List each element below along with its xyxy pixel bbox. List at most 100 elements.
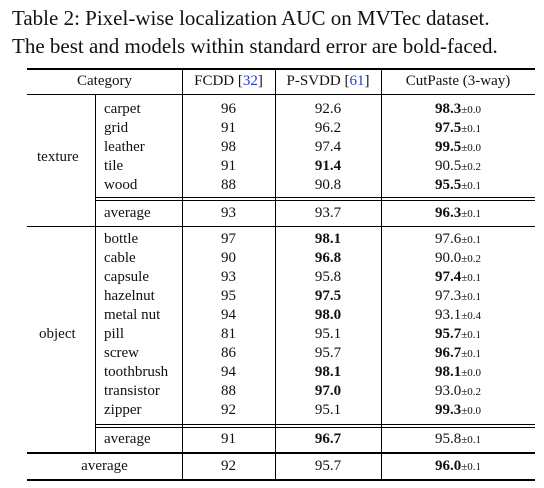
cutpaste-value: 98.3 [434, 101, 462, 117]
cutpaste-cell: 90.0±0.2 [381, 249, 535, 269]
psvdd-cell: 98.1 [314, 364, 342, 380]
cutpaste-value: 95.8 [434, 431, 462, 447]
caption-line-1: Table 2: Pixel-wise localization AUC on … [12, 6, 490, 30]
cutpaste-cell: 93.0±0.2 [381, 382, 535, 402]
standard-error: ±0.0 [461, 104, 482, 116]
row-name: wood [104, 177, 138, 193]
row-name: average [104, 431, 151, 447]
standard-error: ±0.1 [461, 272, 482, 284]
object-items-rule [95, 424, 535, 425]
row-name: hazelnut [104, 288, 155, 304]
header-rule [27, 94, 535, 95]
cutpaste-value: 95.7 [434, 326, 462, 342]
category-header: Category [77, 73, 132, 89]
caption-line-2: The best and models within standard erro… [12, 34, 498, 58]
row-name: pill [104, 326, 125, 342]
row-name: leather [104, 139, 145, 155]
cutpaste-cell: 95.7±0.1 [381, 325, 535, 345]
object-group-rule [27, 452, 535, 454]
psvdd-cell: 92.6 [314, 101, 342, 117]
row-name: transistor [104, 383, 160, 399]
cutpaste-value: 97.5 [434, 120, 462, 136]
psvdd-cell: 97.0 [314, 383, 342, 399]
category-separator [95, 227, 96, 452]
fcdd-cell: 95 [221, 288, 236, 304]
fcdd-cell: 93 [221, 205, 236, 221]
standard-error: ±0.2 [461, 253, 482, 265]
object-average-top-rule [95, 427, 535, 428]
psvdd-cell: 95.1 [314, 402, 342, 418]
cutpaste-cell: 96.3±0.1 [381, 204, 535, 224]
fcdd-cell: 92 [221, 458, 236, 474]
row-name: grid [104, 120, 129, 136]
psvdd-citation-link[interactable]: 61 [349, 73, 365, 89]
cutpaste-header: CutPaste (3-way) [405, 73, 511, 89]
cutpaste-cell: 99.5±0.0 [381, 138, 535, 158]
column-separator [182, 68, 183, 479]
fcdd-cell: 88 [221, 383, 236, 399]
fcdd-cell: 91 [221, 158, 236, 174]
cutpaste-cell: 96.0±0.1 [381, 457, 535, 477]
cutpaste-value: 96.7 [434, 345, 462, 361]
fcdd-cell: 96 [221, 101, 236, 117]
row-name: tile [104, 158, 124, 174]
cutpaste-value: 99.3 [434, 402, 462, 418]
cutpaste-value: 99.5 [434, 139, 462, 155]
psvdd-cell: 95.1 [314, 326, 342, 342]
psvdd-cell: 95.7 [314, 458, 342, 474]
fcdd-cell: 92 [221, 402, 236, 418]
fcdd-cell: 91 [221, 120, 236, 136]
standard-error: ±0.1 [461, 434, 482, 446]
cutpaste-value: 96.3 [434, 205, 462, 221]
standard-error: ±0.1 [461, 180, 482, 192]
fcdd-cell: 97 [221, 231, 236, 247]
cutpaste-value: 97.6 [434, 231, 462, 247]
standard-error: ±0.1 [461, 123, 482, 135]
fcdd-cell: 98 [221, 139, 236, 155]
psvdd-cell: 96.8 [314, 250, 342, 266]
standard-error: ±0.4 [461, 310, 482, 322]
cutpaste-cell: 97.5±0.1 [381, 119, 535, 139]
standard-error: ±0.1 [461, 234, 482, 246]
cutpaste-value: 97.3 [434, 288, 462, 304]
fcdd-citation-link[interactable]: 32 [242, 73, 258, 89]
psvdd-cell: 96.7 [314, 431, 342, 447]
standard-error: ±0.0 [461, 367, 482, 379]
bottom-rule [27, 479, 535, 481]
standard-error: ±0.0 [461, 405, 482, 417]
psvdd-cell: 98.1 [314, 231, 342, 247]
psvdd-cell: 97.4 [314, 139, 342, 155]
cutpaste-cell: 97.4±0.1 [381, 268, 535, 288]
column-separator [275, 68, 276, 479]
psvdd-cell: 96.2 [314, 120, 342, 136]
cutpaste-cell: 96.7±0.1 [381, 344, 535, 364]
fcdd-cell: 86 [221, 345, 236, 361]
cutpaste-value: 97.4 [434, 269, 462, 285]
row-name: average [104, 205, 151, 221]
row-name: cable [104, 250, 136, 266]
cutpaste-cell: 97.6±0.1 [381, 230, 535, 250]
table-caption: Table 2: Pixel-wise localization AUC on … [12, 4, 540, 60]
category-separator [95, 94, 96, 226]
cutpaste-value: 90.0 [434, 250, 462, 266]
fcdd-cell: 94 [221, 364, 236, 380]
fcdd-header: FCDD [32] [194, 73, 263, 89]
cutpaste-cell: 99.3±0.0 [381, 401, 535, 421]
top-rule [27, 68, 535, 70]
fcdd-cell: 81 [221, 326, 236, 342]
fcdd-cell: 91 [221, 431, 236, 447]
cutpaste-cell: 98.3±0.0 [381, 100, 535, 120]
cutpaste-value: 95.5 [434, 177, 462, 193]
fcdd-cell: 94 [221, 307, 236, 323]
psvdd-cell: 95.8 [314, 269, 342, 285]
fcdd-header-label: FCDD [194, 73, 235, 89]
row-name: capsule [104, 269, 149, 285]
cutpaste-value: 93.0 [434, 383, 462, 399]
psvdd-header-label: P-SVDD [286, 73, 341, 89]
cutpaste-value: 96.0 [434, 458, 462, 474]
cutpaste-cell: 95.8±0.1 [381, 430, 535, 450]
cutpaste-value: 93.1 [434, 307, 462, 323]
row-name: bottle [104, 231, 139, 247]
row-name: metal nut [104, 307, 161, 323]
psvdd-cell: 93.7 [314, 205, 342, 221]
